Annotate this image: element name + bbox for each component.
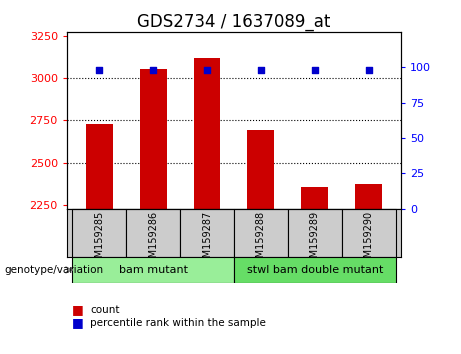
Bar (180, 209, 234, 257)
Bar (234, 209, 288, 257)
Text: stwl bam double mutant: stwl bam double mutant (247, 265, 383, 275)
Bar (234, 257, 396, 283)
Text: GSM159288: GSM159288 (256, 211, 266, 270)
Bar (72, 209, 126, 257)
Bar (86, 124, 112, 209)
Text: ■: ■ (71, 303, 83, 316)
Text: GSM159285: GSM159285 (94, 211, 104, 270)
Bar (248, 131, 274, 209)
Text: bam mutant: bam mutant (118, 265, 188, 275)
Text: GSM159287: GSM159287 (202, 211, 212, 270)
Text: count: count (90, 305, 119, 315)
Bar (126, 209, 180, 257)
Bar (301, 187, 328, 209)
Text: GSM159289: GSM159289 (310, 211, 320, 270)
Title: GDS2734 / 1637089_at: GDS2734 / 1637089_at (137, 13, 331, 30)
Text: ■: ■ (71, 316, 83, 329)
Bar (72, 257, 234, 283)
Bar (194, 58, 220, 209)
Point (257, 67, 265, 73)
Text: GSM159290: GSM159290 (364, 211, 374, 270)
Bar (140, 69, 166, 209)
Point (149, 67, 157, 73)
Text: genotype/variation: genotype/variation (5, 265, 104, 275)
Point (203, 67, 211, 73)
Point (95, 67, 103, 73)
Bar (342, 209, 396, 257)
Text: GSM159286: GSM159286 (148, 211, 158, 270)
Point (365, 67, 372, 73)
Text: percentile rank within the sample: percentile rank within the sample (90, 318, 266, 328)
Bar (355, 184, 382, 209)
Point (311, 67, 319, 73)
Bar (288, 209, 342, 257)
